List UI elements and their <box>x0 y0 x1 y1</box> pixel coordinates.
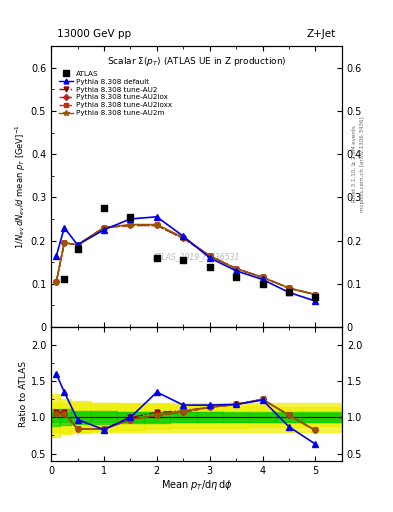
Point <box>74 245 81 253</box>
Text: 13000 GeV pp: 13000 GeV pp <box>57 29 131 39</box>
Point <box>127 212 134 221</box>
Text: Rivet 3.1.10, ≥ 2.9M events: Rivet 3.1.10, ≥ 2.9M events <box>352 125 357 202</box>
Text: Z+Jet: Z+Jet <box>307 29 336 39</box>
X-axis label: Mean $p_T/\mathrm{d}\eta\,\mathrm{d}\phi$: Mean $p_T/\mathrm{d}\eta\,\mathrm{d}\phi… <box>161 478 232 493</box>
Text: ATLAS_2019_I1736531: ATLAS_2019_I1736531 <box>153 252 240 261</box>
Point <box>259 280 266 288</box>
Legend: ATLAS, Pythia 8.308 default, Pythia 8.308 tune-AU2, Pythia 8.308 tune-AU2lox, Py: ATLAS, Pythia 8.308 default, Pythia 8.30… <box>58 69 174 118</box>
Point <box>207 263 213 271</box>
Point <box>154 254 160 262</box>
Y-axis label: $1/N_{ev}\,dN_{ev}/d$ mean $p_T$ [GeV]$^{-1}$: $1/N_{ev}\,dN_{ev}/d$ mean $p_T$ [GeV]$^… <box>14 124 28 249</box>
Point <box>233 273 239 282</box>
Point <box>312 293 319 301</box>
Bar <box>51 412 342 422</box>
Text: mcplots.cern.ch [arXiv:1306.3436]: mcplots.cern.ch [arXiv:1306.3436] <box>360 116 365 211</box>
Bar <box>51 403 342 432</box>
Point <box>180 256 186 264</box>
Point <box>101 204 107 212</box>
Point <box>286 288 292 296</box>
Point <box>61 275 68 284</box>
Y-axis label: Ratio to ATLAS: Ratio to ATLAS <box>19 361 28 427</box>
Text: Scalar $\Sigma(p_T)$ (ATLAS UE in Z production): Scalar $\Sigma(p_T)$ (ATLAS UE in Z prod… <box>107 54 286 68</box>
